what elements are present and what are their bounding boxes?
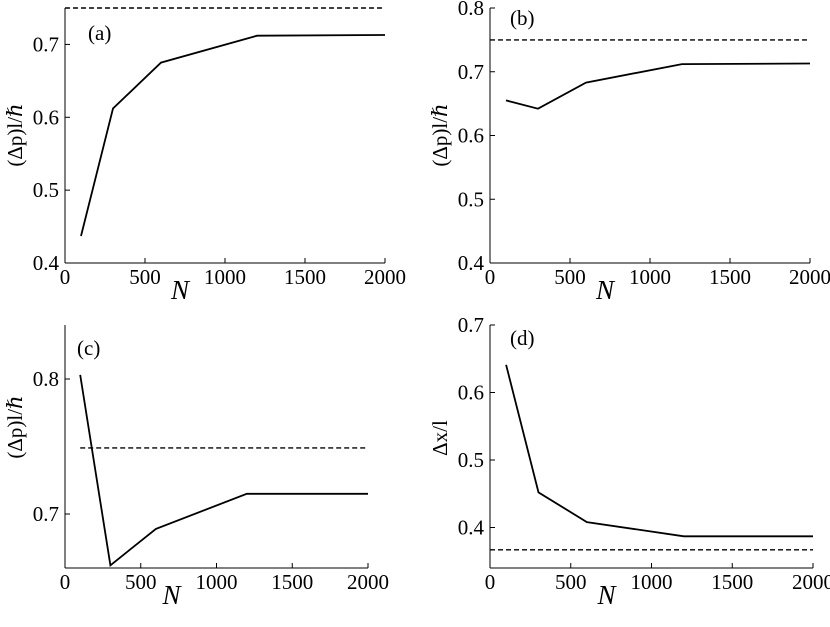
x-tick-label: 1500 (284, 265, 326, 289)
x-tick-label: 2000 (347, 570, 389, 594)
x-tick-label: 1500 (709, 265, 751, 289)
y-tick-label: 0.7 (33, 502, 59, 526)
y-tick-label: 0.5 (458, 448, 484, 472)
x-tick-label: 1000 (204, 265, 246, 289)
series-line-solid (505, 364, 813, 538)
x-axis-label: N (595, 275, 616, 305)
y-tick-label: 0.4 (33, 251, 60, 275)
chart-panel-3: 0 500 1000 1500 2000 0.7 0.8 N (Δp)l/ℏ (c) (3, 325, 389, 610)
series-line-solid (79, 374, 368, 567)
y-tick-label: 0.8 (33, 367, 59, 391)
series-line-solid (80, 34, 386, 237)
y-axis-label: (Δp)l/ℏ (428, 103, 452, 166)
x-tick-label: 1500 (271, 570, 313, 594)
x-tick-label: 2000 (789, 265, 830, 289)
y-axis-label: (Δp)l/ℏ (3, 103, 27, 166)
series-line-solid (505, 62, 811, 110)
x-tick-label: 1500 (711, 570, 753, 594)
x-tick-label: 0 (60, 570, 71, 594)
x-tick-label: 500 (129, 265, 161, 289)
y-tick-label: 0.7 (33, 32, 59, 56)
y-tick-label: 0.6 (458, 381, 484, 405)
x-tick-label: 1000 (196, 570, 238, 594)
x-tick-label: 500 (125, 570, 157, 594)
x-tick-label: 2000 (364, 265, 406, 289)
x-tick-label: 0 (485, 570, 496, 594)
panel-label: (a) (88, 21, 111, 45)
y-tick-label: 0.6 (33, 105, 59, 129)
x-tick-label: 500 (555, 570, 587, 594)
x-axis-label: N (161, 580, 182, 610)
x-tick-label: 0 (60, 265, 71, 289)
x-tick-label: 0 (485, 265, 496, 289)
y-tick-label: 0.7 (458, 313, 484, 337)
x-tick-label: 500 (554, 265, 586, 289)
chart-panel-2: 0 500 1000 1500 2000 0.4 0.5 0.6 0.7 0.8 N (Δp)l/ℏ (… (428, 0, 830, 305)
x-tick-label: 1000 (631, 570, 673, 594)
panel-label: (b) (510, 6, 535, 30)
y-tick-label: 0.8 (458, 0, 484, 20)
panel-label: (c) (77, 336, 100, 360)
x-axis-label: N (170, 275, 191, 305)
y-tick-label: 0.4 (458, 251, 485, 275)
y-tick-label: 0.5 (33, 178, 59, 202)
y-tick-label: 0.6 (458, 124, 484, 148)
x-tick-label: 2000 (792, 570, 830, 594)
x-tick-label: 1000 (629, 265, 671, 289)
y-tick-label: 0.7 (458, 60, 484, 84)
y-axis-label: Δx/l (428, 420, 452, 456)
y-tick-label: 0.4 (458, 516, 485, 540)
chart-panel-4: 0 500 1000 1500 2000 0.4 0.5 0.6 0.7 N Δx/l (d) (428, 313, 830, 610)
chart-panel-1: 0 500 1000 1500 2000 0.4 0.5 0.6 0.7 N (Δp)l/ℏ (a) (3, 7, 406, 305)
y-tick-label: 0.5 (458, 187, 484, 211)
panel-label: (d) (510, 326, 535, 350)
x-axis-label: N (596, 580, 617, 610)
y-axis-label: (Δp)l/ℏ (3, 395, 27, 458)
